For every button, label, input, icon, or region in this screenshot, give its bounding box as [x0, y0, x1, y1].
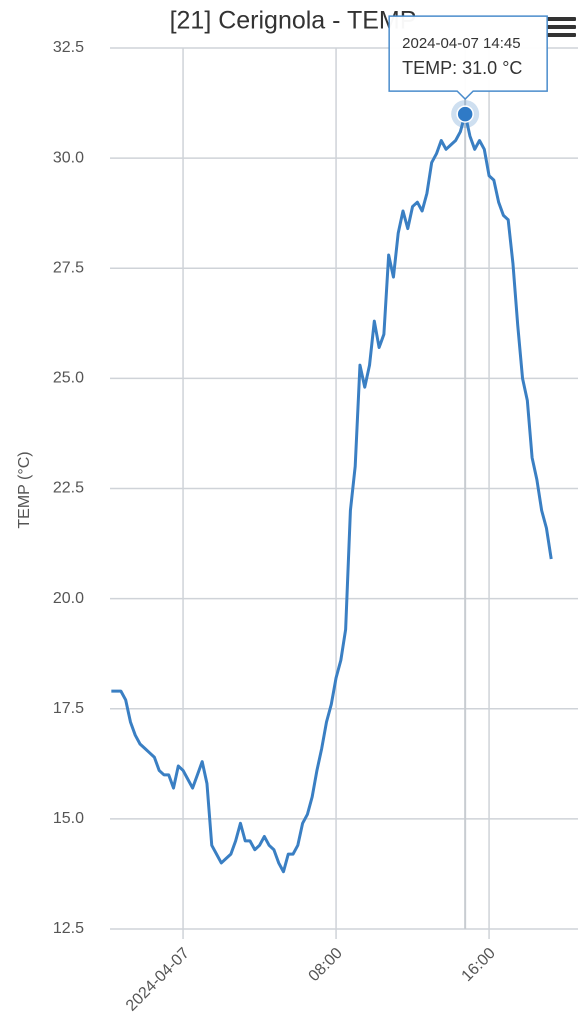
y-axis-label: TEMP (°C): [16, 451, 33, 528]
x-tick-label: 16:00: [459, 945, 499, 985]
chart-title: [21] Cerignola - TEMP: [170, 7, 417, 35]
grid: [110, 47, 578, 930]
line-series: [111, 112, 553, 874]
tooltip-title: 2024-04-07 14:45: [402, 35, 520, 52]
x-tick-label: 2024-04-07: [123, 945, 193, 1015]
y-tick-label: 30.0: [53, 149, 84, 166]
y-tick-label: 27.5: [53, 259, 84, 276]
y-tick-label: 17.5: [53, 700, 84, 717]
y-tick-label: 22.5: [53, 480, 84, 497]
y-tick-label: 32.5: [53, 39, 84, 56]
tooltip-label: TEMP: 31.0 °C: [402, 58, 522, 78]
y-tick-label: 25.0: [53, 370, 84, 387]
menu-bar: [547, 33, 576, 37]
menu-bar: [547, 17, 576, 21]
x-tick-label: 08:00: [306, 945, 346, 985]
y-tick-label: 12.5: [53, 920, 84, 937]
y-tick-label: 15.0: [53, 810, 84, 827]
menu-button[interactable]: [547, 17, 576, 37]
y-tick-label: 20.0: [53, 590, 84, 607]
hover-point: [456, 105, 474, 123]
menu-bar: [547, 25, 576, 29]
tooltip-box: [388, 15, 548, 101]
